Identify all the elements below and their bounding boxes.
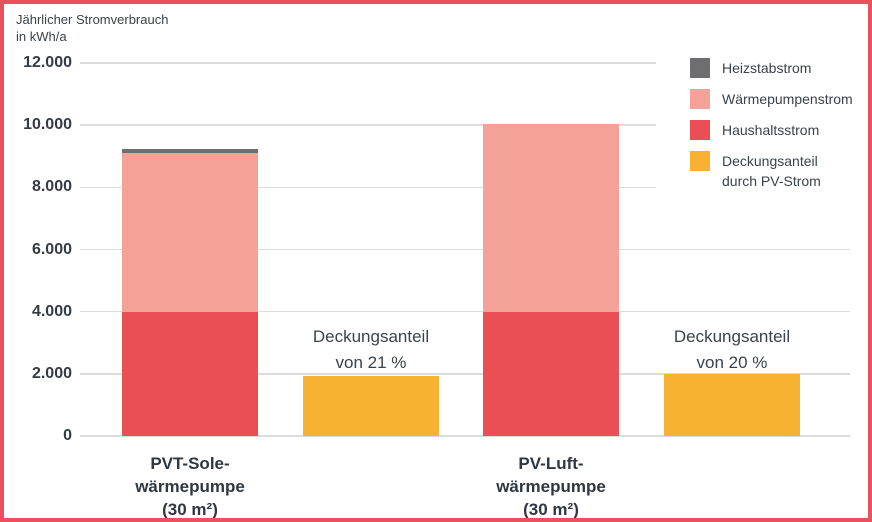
legend-label: Heizstabstrom [722, 60, 812, 76]
y-axis-tick-label: 8.000 [31, 178, 72, 196]
gridline [80, 62, 656, 64]
category-label: PVT-Sole- wärmepumpe (30 m²) [135, 454, 245, 519]
y-axis-tick-label: 12.000 [23, 54, 72, 71]
bar-segment-w-rmepumpenstrom [483, 123, 619, 312]
gridline [80, 186, 656, 189]
bar-segment-heizstabstrom [122, 148, 258, 154]
chart-title-line1: Jährlicher Stromverbrauch [16, 12, 169, 27]
gridline [80, 435, 850, 437]
y-axis-tick-label: 10.000 [23, 116, 72, 134]
legend: Heizstabstrom Wärmepumpenstrom Haushaltsst… [690, 58, 853, 202]
legend-label: Haushaltsstrom [722, 122, 820, 138]
legend-swatch-haushaltsstrom [690, 120, 710, 140]
bar-segment-w-rmepumpenstrom [122, 153, 258, 312]
legend-label: Wärmepumpenstrom [722, 91, 853, 107]
gridline [80, 310, 850, 313]
gridline [80, 373, 850, 375]
bar-pv-coverage [303, 375, 439, 436]
bar-pv-coverage [664, 373, 800, 436]
pv-coverage-annotation: Deckungsanteil von 21 % [312, 327, 430, 372]
y-axis-tick-label: 6.000 [31, 240, 72, 258]
gridline [80, 248, 850, 251]
y-axis-tick-label: 4.000 [31, 302, 72, 320]
legend-label: Deckungsanteil durch PV-Strom [722, 153, 821, 189]
bar-segment-haushaltsstrom [122, 311, 258, 436]
bar-segment-haushaltsstrom [483, 311, 619, 436]
legend-item-haushaltsstrom: Haushaltsstrom [690, 120, 853, 140]
gridline [80, 124, 656, 126]
legend-item-heizstabstrom: Heizstabstrom [690, 58, 853, 78]
y-axis-tick-label: 2.000 [31, 364, 72, 382]
legend-item-waermepumpenstrom: Wärmepumpenstrom [690, 89, 853, 109]
legend-item-pv-strom: Deckungsanteil durch PV-Strom [690, 151, 853, 191]
legend-swatch-pv-strom [690, 151, 710, 171]
y-axis-tick-label: 0 [63, 427, 72, 444]
chart-title-line2: in kWh/a [16, 29, 67, 44]
pv-coverage-annotation: Deckungsanteil von 20 % [673, 327, 791, 372]
legend-swatch-heizstabstrom [690, 58, 710, 78]
legend-swatch-waermepumpenstrom [690, 89, 710, 109]
chart-title: Jährlicher Stromverbrauch in kWh/a [16, 11, 168, 45]
category-label: PV-Luft- wärmepumpe (30 m²) [496, 454, 606, 519]
